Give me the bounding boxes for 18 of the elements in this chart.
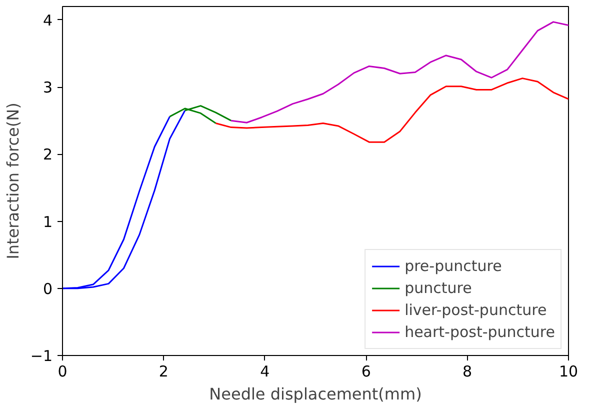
legend-label: liver-post-puncture	[404, 301, 547, 319]
y-tick-label: 0	[42, 280, 53, 298]
x-axis-title: Needle displacement(mm)	[209, 384, 422, 404]
y-tick-label: 4	[42, 11, 53, 30]
y-tick-label: 2	[42, 146, 53, 164]
y-tick-label: −1	[30, 347, 53, 365]
x-tick-label: 0	[58, 362, 68, 380]
y-tick-label: 3	[42, 78, 53, 97]
x-tick-label: 2	[158, 362, 168, 380]
x-tick-label: 8	[462, 362, 472, 380]
y-tick-label: 1	[42, 212, 53, 231]
x-tick-label: 6	[361, 362, 371, 380]
x-tick-label: 4	[260, 362, 270, 380]
legend-label: puncture	[404, 279, 472, 297]
x-tick-label: 10	[558, 362, 578, 380]
legend-label: pre-puncture	[404, 257, 502, 275]
legend-label: heart-post-puncture	[404, 323, 555, 341]
y-axis-title: Interaction force(N)	[3, 102, 22, 260]
